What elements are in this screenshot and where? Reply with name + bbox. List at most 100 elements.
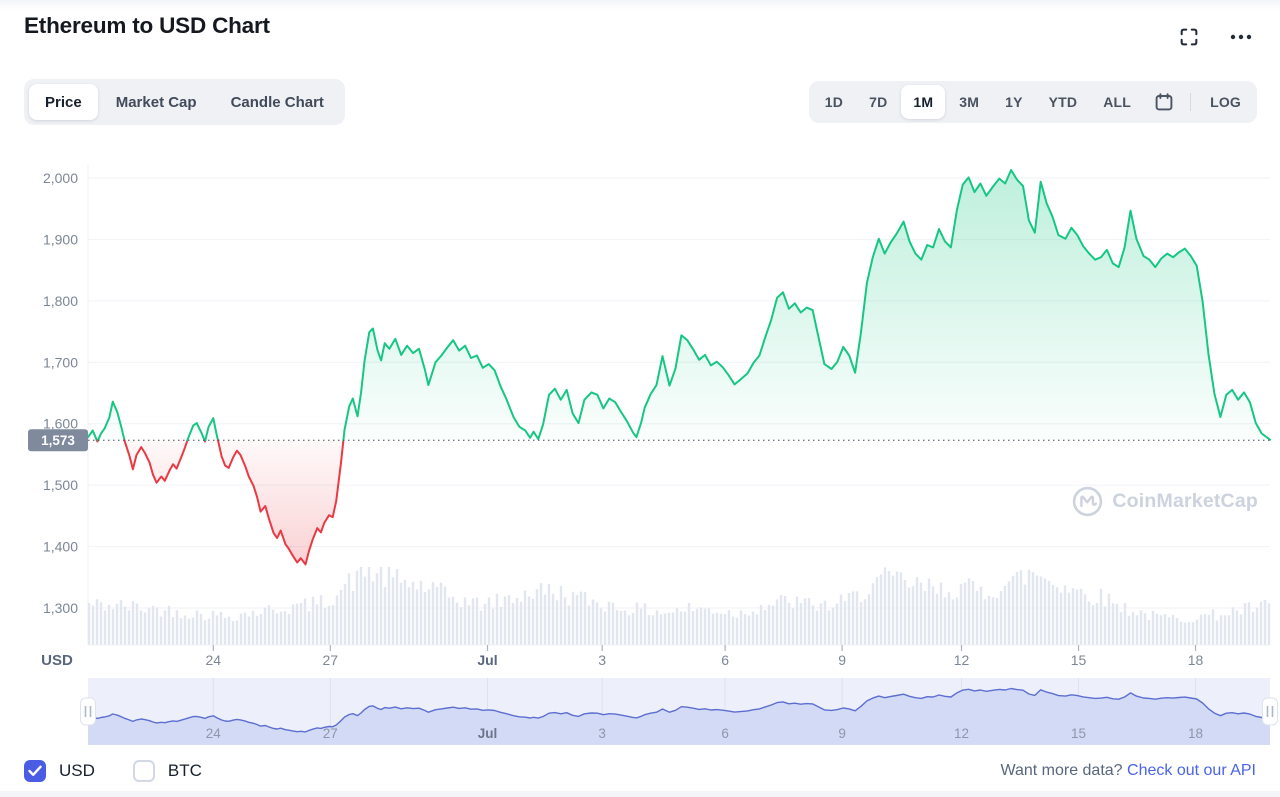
volume-bar [387, 567, 391, 645]
volume-bar [107, 604, 111, 645]
volume-bar [1147, 620, 1151, 645]
volume-bar [995, 598, 999, 645]
navigator-tick-label: 18 [1188, 726, 1203, 741]
volume-bar [1091, 605, 1095, 645]
volume-bar [399, 582, 403, 645]
volume-bar [159, 616, 163, 645]
volume-bar [647, 615, 651, 645]
volume-bar [211, 610, 215, 645]
current-price-badge: 1,573 [28, 429, 88, 452]
calendar-icon [1155, 93, 1173, 111]
volume-bar [95, 599, 99, 645]
volume-bar [935, 593, 939, 645]
volume-bar [379, 567, 383, 645]
volume-bar [319, 595, 323, 645]
volume-bar [627, 615, 631, 645]
volume-bar [227, 616, 231, 645]
range-3m[interactable]: 3M [947, 85, 991, 119]
volume-bar [119, 600, 123, 645]
volume-bar [431, 582, 435, 645]
x-tick-label: 9 [838, 652, 846, 668]
volume-bar [147, 608, 151, 645]
volume-bar [943, 597, 947, 645]
volume-bar [619, 611, 623, 645]
range-1m[interactable]: 1M [901, 85, 946, 119]
volume-bar [999, 591, 1003, 645]
tab-candle-chart[interactable]: Candle Chart [215, 84, 340, 120]
volume-bar [183, 615, 187, 645]
check-icon [28, 765, 42, 777]
volume-bar [655, 610, 659, 645]
y-tick-label: 2,000 [43, 170, 78, 186]
price-segment-up [186, 422, 206, 442]
navigator-handle-left[interactable] [80, 697, 96, 726]
volume-bar [371, 581, 375, 645]
tab-price[interactable]: Price [29, 84, 98, 120]
range-all[interactable]: ALL [1091, 85, 1143, 119]
volume-bar [195, 610, 199, 645]
volume-bar [991, 597, 995, 645]
volume-bar [831, 607, 835, 645]
volume-bar [1219, 615, 1223, 645]
tab-market-cap[interactable]: Market Cap [100, 84, 213, 120]
volume-bar [87, 602, 91, 645]
volume-bar [311, 596, 315, 645]
volume-bar [155, 607, 159, 645]
volume-bar [283, 611, 287, 645]
page-title: Ethereum to USD Chart [24, 13, 270, 38]
usd-toggle[interactable]: USD [24, 760, 95, 782]
x-tick-label: 15 [1071, 652, 1087, 668]
volume-bar [1247, 602, 1251, 645]
volume-bar [823, 600, 827, 645]
btc-checkbox[interactable] [132, 760, 155, 782]
top-divider [0, 0, 1280, 10]
volume-bar [231, 621, 235, 645]
volume-bar [747, 615, 751, 645]
volume-bar [1059, 592, 1063, 645]
navigator-area [88, 688, 1270, 745]
volume-bar [739, 610, 743, 645]
chart-plot-area[interactable] [88, 155, 1270, 645]
usd-checkbox[interactable] [24, 760, 46, 782]
navigator-line [87, 687, 1271, 733]
volume-bar [1103, 606, 1107, 645]
volume-bar [367, 567, 371, 645]
volume-bar [419, 580, 423, 645]
volume-bar [703, 608, 707, 645]
volume-bar [239, 613, 243, 645]
volume-bar [1083, 594, 1087, 645]
volume-bar [115, 603, 119, 645]
more-options-button[interactable] [1224, 24, 1258, 50]
btc-toggle[interactable]: BTC [132, 760, 202, 782]
volume-bar [307, 611, 311, 645]
volume-bar [91, 605, 95, 645]
range-7d[interactable]: 7D [857, 85, 899, 119]
volume-bar [127, 610, 131, 645]
api-link[interactable]: Check out our API [1127, 762, 1256, 779]
volume-bar [955, 597, 959, 645]
fullscreen-button[interactable] [1174, 22, 1204, 52]
price-segment-down [217, 439, 345, 566]
volume-bar [267, 605, 271, 645]
volume-bar [171, 617, 175, 645]
range-ytd[interactable]: YTD [1037, 85, 1090, 119]
volume-bar [727, 610, 731, 645]
range-1y[interactable]: 1Y [993, 85, 1035, 119]
volume-bar [251, 610, 255, 645]
log-scale-toggle[interactable]: LOG [1198, 85, 1253, 119]
navigator-handle-right[interactable] [1262, 697, 1278, 726]
volume-bar [511, 602, 515, 645]
range-1d[interactable]: 1D [813, 85, 855, 119]
volume-bar [411, 581, 415, 645]
volume-bar [1087, 601, 1091, 645]
volume-bar [1123, 602, 1127, 645]
calendar-button[interactable] [1145, 85, 1183, 119]
area-fill-up [343, 170, 1270, 441]
volume-bar [243, 612, 247, 645]
volume-bar [1003, 585, 1007, 645]
volume-bar [515, 597, 519, 645]
volume-bar [743, 614, 747, 645]
volume-bar [383, 587, 387, 645]
chart-footer: USD BTC Want more data? Check out our AP… [24, 760, 1256, 782]
volume-bar [1187, 622, 1191, 645]
